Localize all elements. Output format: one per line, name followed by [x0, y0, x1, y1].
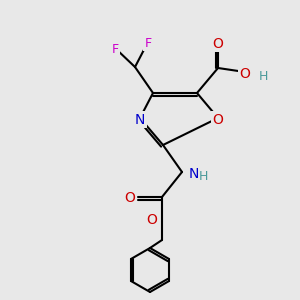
Text: O: O — [147, 214, 158, 227]
Text: O: O — [213, 112, 224, 127]
Text: O: O — [240, 67, 250, 80]
Text: F: F — [111, 43, 118, 56]
Text: N: N — [135, 112, 145, 127]
Text: O: O — [213, 37, 224, 50]
Text: H: H — [258, 70, 268, 83]
Text: H: H — [199, 170, 208, 183]
Text: O: O — [124, 191, 135, 206]
Text: N: N — [189, 167, 200, 181]
Text: F: F — [144, 37, 152, 50]
